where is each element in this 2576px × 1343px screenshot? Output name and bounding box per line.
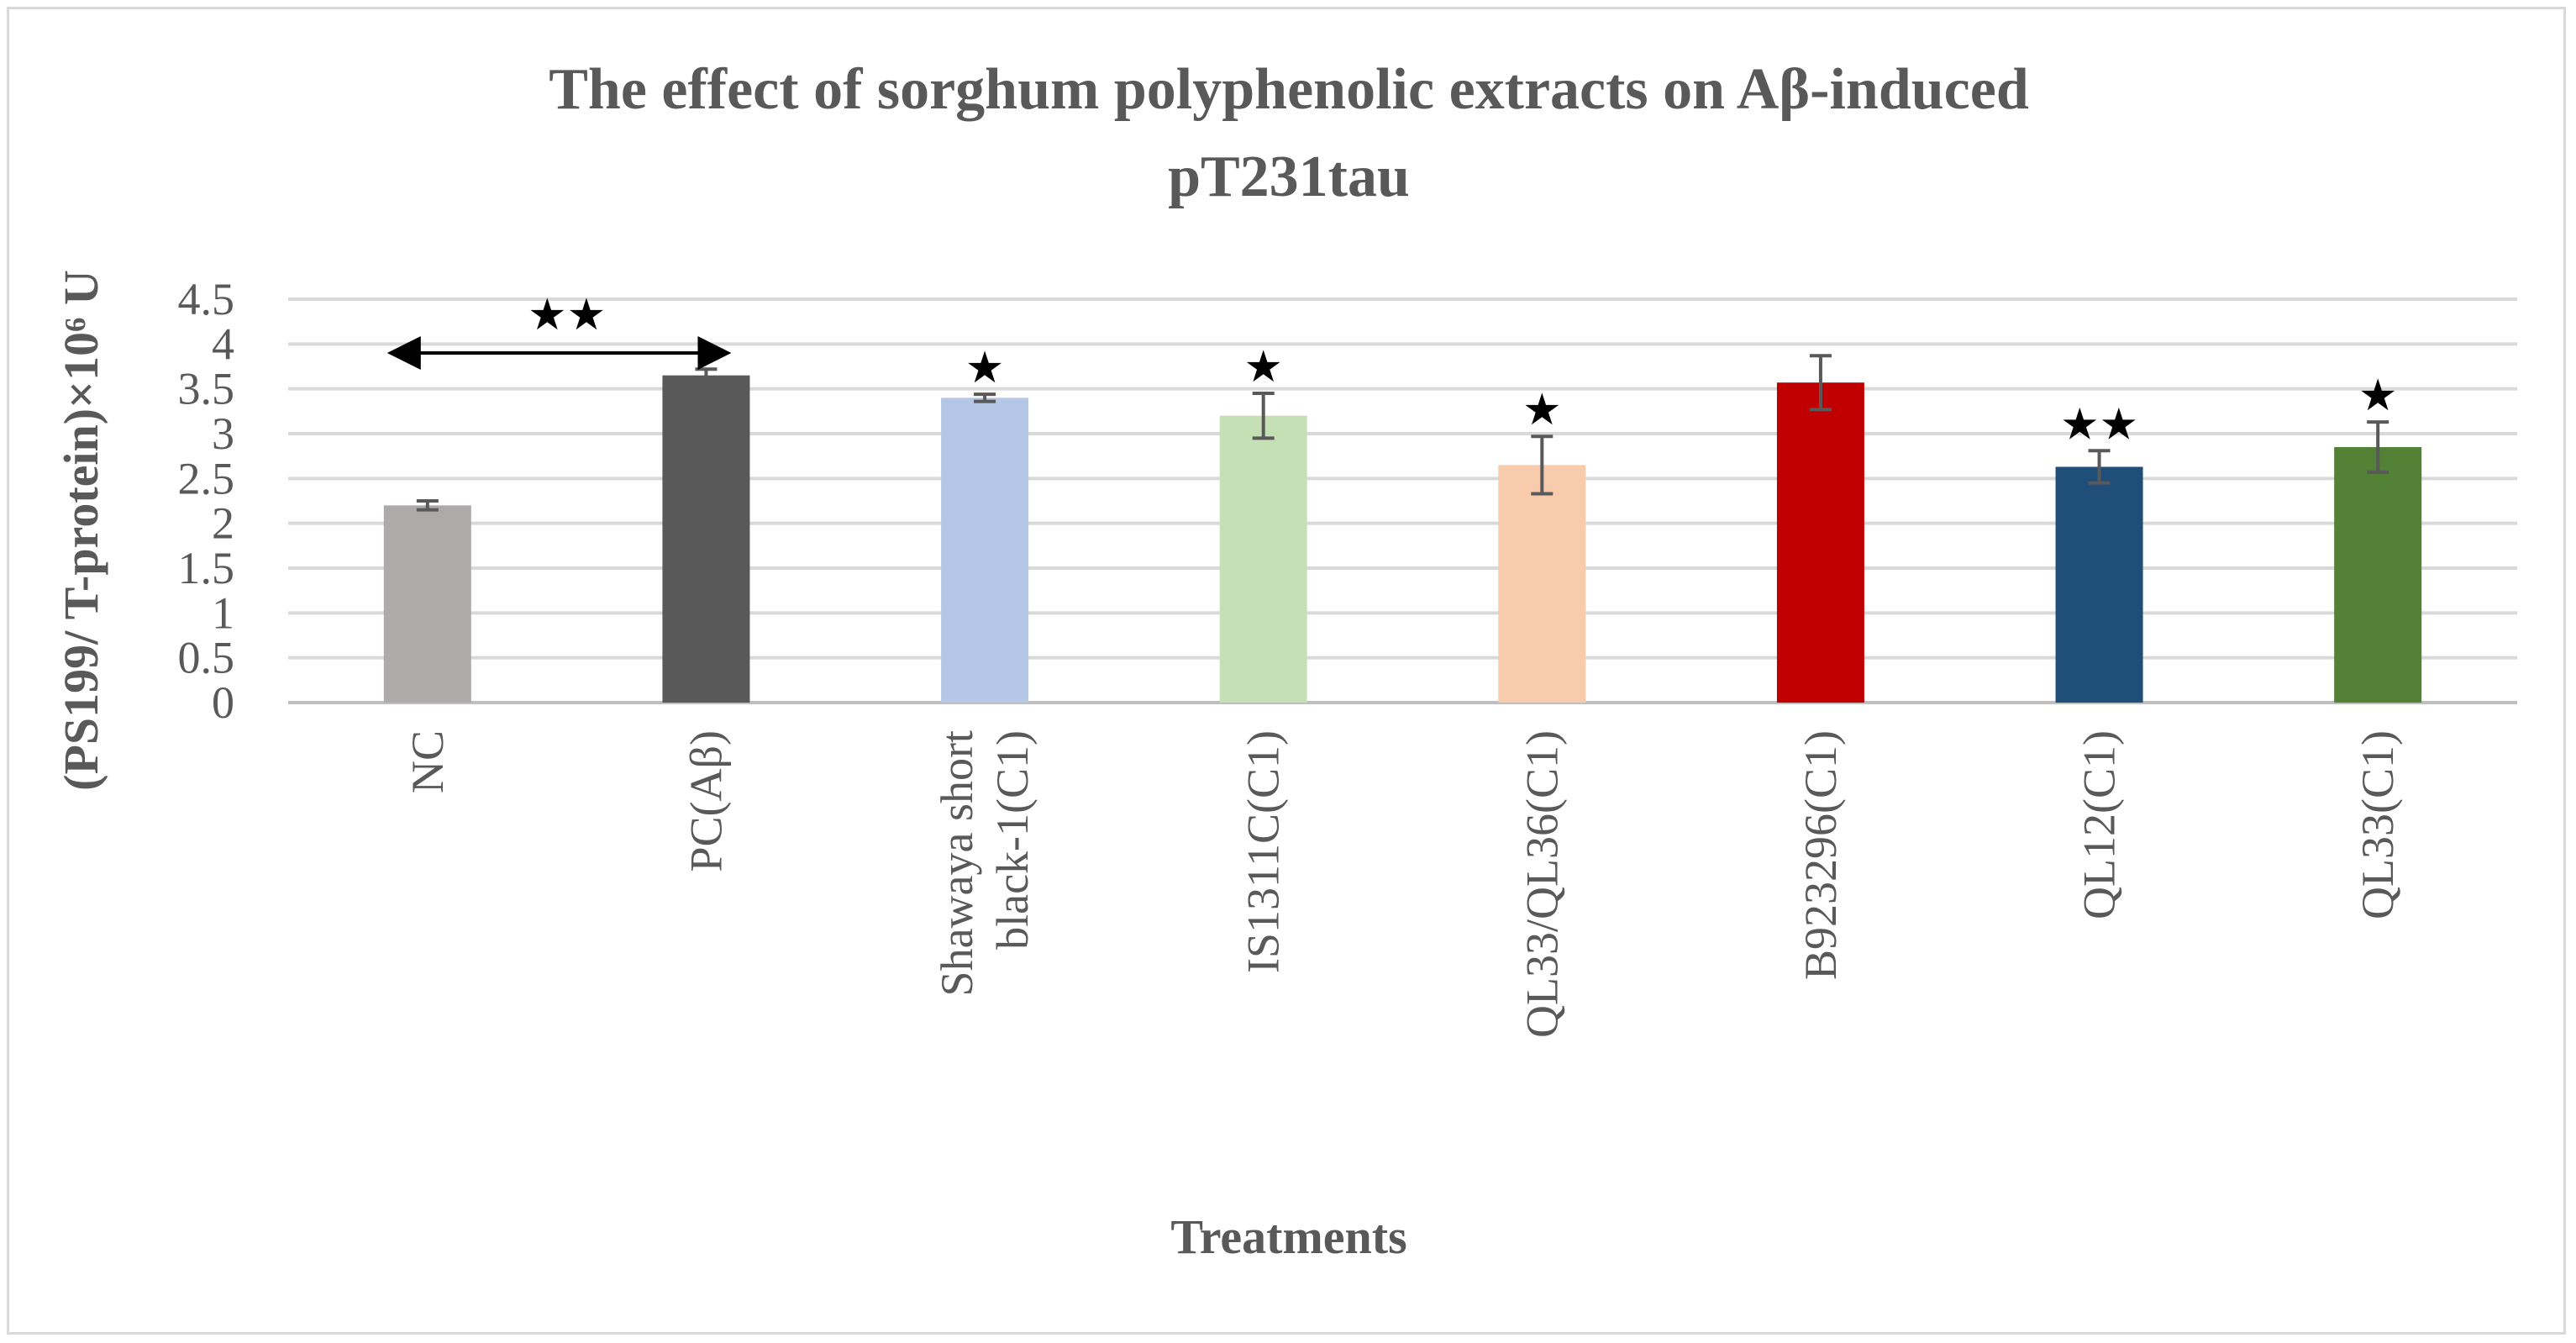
- error-bar: [416, 499, 439, 512]
- significance-star: ★: [965, 343, 1005, 393]
- y-tick-label: 1.5: [178, 543, 235, 593]
- bars: [383, 375, 2422, 703]
- y-tick-label: 0.5: [178, 633, 235, 683]
- significance-star: ★: [1522, 385, 1562, 435]
- bar: [1498, 465, 1586, 703]
- error-bar: [1252, 392, 1275, 440]
- y-axis-ticks: 00.511.522.533.544.5: [178, 274, 235, 728]
- bar: [662, 375, 750, 703]
- significance-markers: ★ ★★ ★★★: [965, 342, 2398, 450]
- bar: [2334, 447, 2422, 703]
- x-tick-label: Shawaya short black-1(C1): [932, 730, 1038, 996]
- error-bar: [2367, 420, 2389, 474]
- chart-frame: The effect of sorghum polyphenolic extra…: [7, 7, 2566, 1335]
- arrow-significance-label: ★★: [528, 290, 606, 340]
- comparison-arrow: ★★: [386, 290, 732, 370]
- x-tick-label-line: NC: [402, 730, 453, 793]
- x-tick-label-line: IS1311C(C1): [1238, 730, 1289, 973]
- error-bar: [1531, 434, 1553, 496]
- x-tick-label: QL33(C1): [2353, 730, 2403, 919]
- y-tick-label: 0: [212, 677, 234, 728]
- significance-star: ★: [1243, 342, 1283, 392]
- x-tick-label: NC: [402, 730, 453, 793]
- x-tick-label-line: QL12(C1): [2074, 730, 2125, 919]
- x-tick-label: B923296(C1): [1795, 730, 1846, 980]
- gridlines: [288, 298, 2517, 704]
- bar: [941, 398, 1029, 703]
- y-tick-label: 3: [212, 408, 234, 459]
- bar-chart: The effect of sorghum polyphenolic extra…: [54, 57, 2517, 1264]
- significance-star: ★: [2358, 371, 2398, 421]
- y-axis-title: (PS199/ T-protein)×10⁶ U: [54, 270, 108, 791]
- bar: [1219, 415, 1307, 703]
- x-tick-label-line: Shawaya short: [932, 730, 982, 996]
- error-bar: [2088, 449, 2111, 485]
- x-tick-label: QL12(C1): [2074, 730, 2125, 919]
- y-tick-label: 2.5: [178, 453, 235, 503]
- x-tick-label-line: QL33(C1): [2353, 730, 2403, 919]
- x-tick-label: PC(Aβ): [681, 730, 731, 872]
- bar: [1776, 382, 1864, 703]
- error-bar: [974, 392, 996, 403]
- y-tick-label: 4.5: [178, 274, 235, 324]
- x-tick-label-line: PC(Aβ): [681, 730, 731, 872]
- y-tick-label: 1: [212, 587, 234, 638]
- x-tick-label-line: B923296(C1): [1795, 730, 1846, 980]
- x-axis-title: Treatments: [1170, 1209, 1406, 1264]
- chart-title-line-1: The effect of sorghum polyphenolic extra…: [549, 57, 2029, 122]
- bar: [2055, 466, 2143, 703]
- y-tick-label: 4: [212, 319, 234, 369]
- x-tick-label-line: black-1(C1): [987, 730, 1038, 950]
- chart-title-line-2: pT231tau: [1168, 145, 1410, 209]
- y-tick-label: 3.5: [178, 364, 235, 414]
- significance-star: ★★: [2060, 399, 2138, 450]
- x-tick-label: IS1311C(C1): [1238, 730, 1289, 973]
- x-axis-ticks: NC PC(Aβ) Shawaya short black-1(C1) IS1311C(…: [402, 730, 2403, 1038]
- x-tick-label: QL33/QL36(C1): [1517, 730, 1567, 1038]
- y-tick-label: 2: [212, 498, 234, 549]
- bar: [383, 505, 471, 703]
- error-bar: [1809, 354, 1832, 412]
- x-tick-label-line: QL33/QL36(C1): [1517, 730, 1567, 1038]
